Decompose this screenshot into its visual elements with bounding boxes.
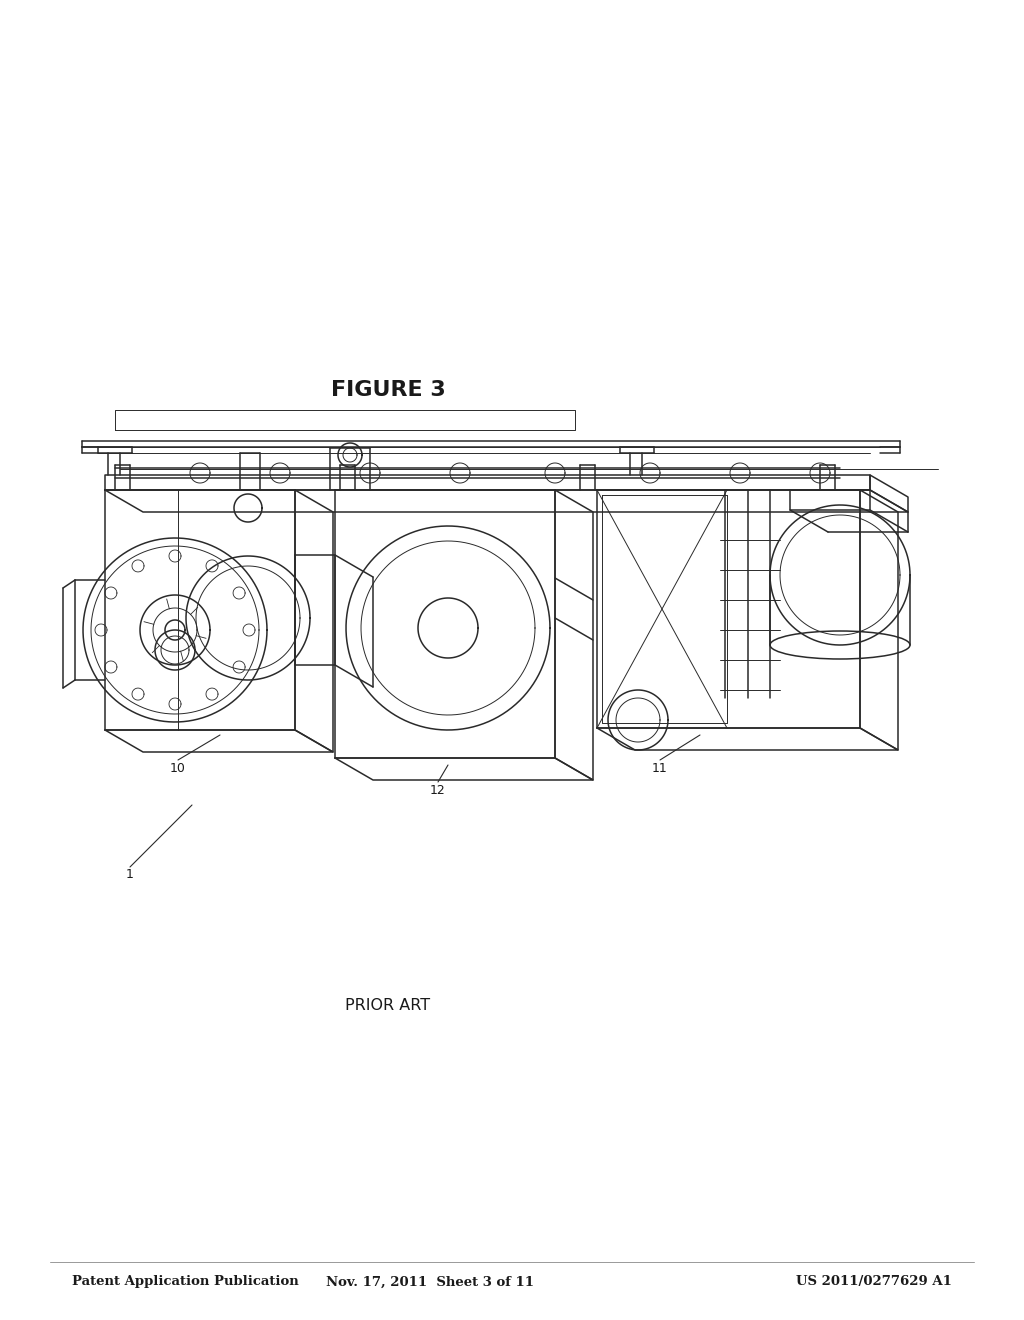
- Text: Nov. 17, 2011  Sheet 3 of 11: Nov. 17, 2011 Sheet 3 of 11: [326, 1275, 534, 1288]
- Text: PRIOR ART: PRIOR ART: [345, 998, 430, 1012]
- Text: US 2011/0277629 A1: US 2011/0277629 A1: [796, 1275, 952, 1288]
- Text: 12: 12: [430, 784, 445, 796]
- Text: 1: 1: [126, 869, 134, 882]
- Text: Patent Application Publication: Patent Application Publication: [72, 1275, 299, 1288]
- Text: 11: 11: [652, 762, 668, 775]
- Text: 10: 10: [170, 762, 186, 775]
- Text: FIGURE 3: FIGURE 3: [331, 380, 445, 400]
